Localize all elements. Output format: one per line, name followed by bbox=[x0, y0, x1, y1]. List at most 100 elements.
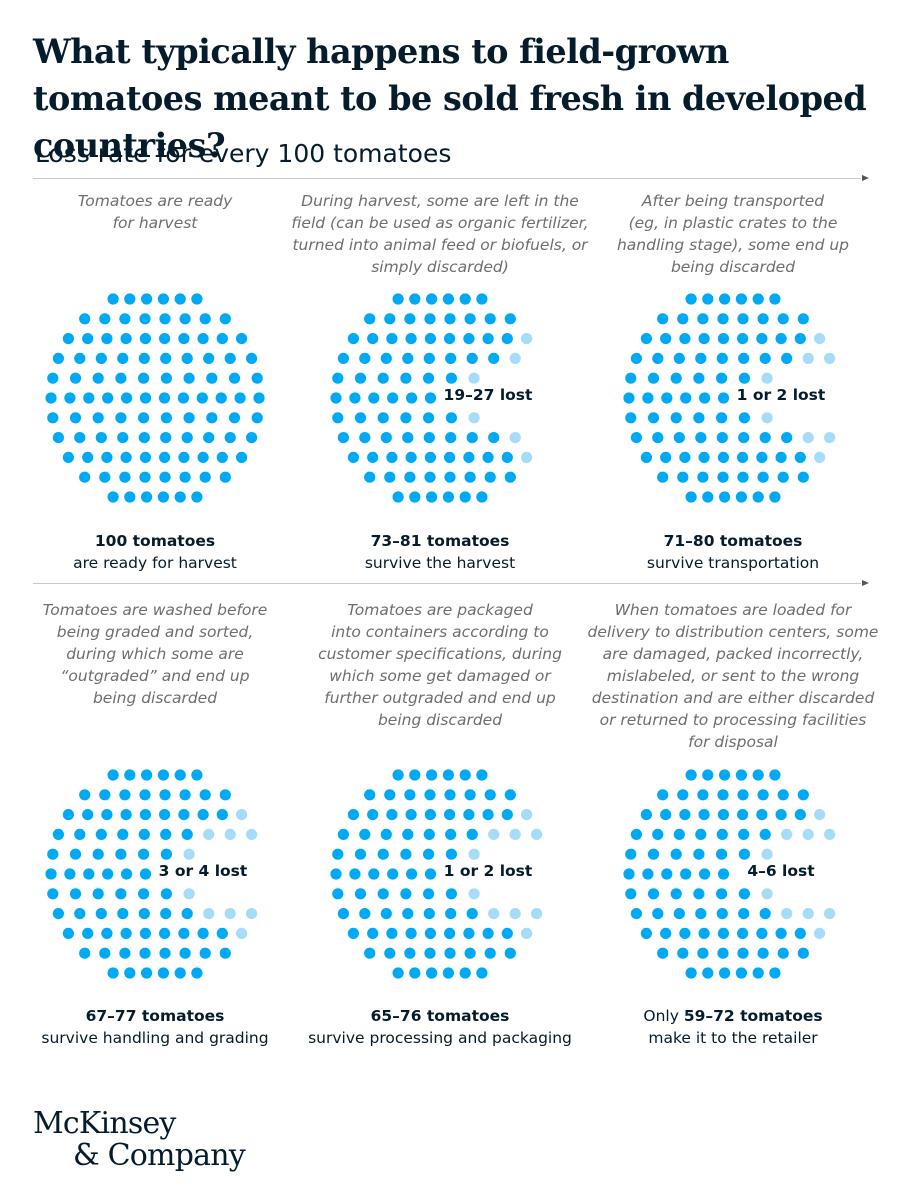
tomato-dot bbox=[738, 848, 750, 860]
tomato-dot bbox=[199, 947, 211, 959]
lost-tomato-dot bbox=[521, 927, 533, 939]
tomato-dot bbox=[178, 333, 190, 345]
tomato-dot bbox=[69, 372, 82, 384]
tomato-dot bbox=[444, 789, 456, 801]
tomato-dot bbox=[757, 471, 769, 483]
tomato-dot bbox=[717, 809, 729, 821]
tomato-dot bbox=[463, 927, 475, 939]
tomato-dot bbox=[737, 333, 749, 345]
tomato-dot bbox=[660, 333, 672, 345]
tomato-dot bbox=[640, 927, 652, 939]
tomato-dot bbox=[139, 333, 151, 345]
tomato-dot bbox=[677, 471, 689, 483]
tomato-dot bbox=[181, 828, 193, 840]
tomato-dot bbox=[657, 471, 669, 483]
tomato-dot bbox=[679, 451, 691, 463]
tomato-dot bbox=[424, 927, 436, 939]
tomato-dot bbox=[466, 432, 478, 444]
tomato-dot bbox=[652, 908, 664, 920]
tomato-dot bbox=[797, 789, 809, 801]
tomato-dot bbox=[647, 412, 660, 424]
tomato-dot bbox=[735, 491, 747, 503]
tomato-dot bbox=[673, 432, 685, 444]
tomato-dot bbox=[216, 333, 228, 345]
stage-result-caption: make it to the retailer bbox=[648, 1029, 818, 1047]
result-count: 100 tomatoes bbox=[94, 532, 216, 550]
tomato-dot bbox=[216, 809, 228, 821]
tomato-dot bbox=[424, 868, 437, 880]
tomato-dot bbox=[756, 451, 768, 463]
tomato-dot bbox=[630, 828, 642, 840]
tomato-dot bbox=[62, 333, 74, 345]
lost-tomato-dot bbox=[802, 908, 814, 920]
lost-count-label: 1 or 2 lost bbox=[444, 862, 533, 880]
tomato-dot bbox=[735, 967, 747, 979]
tomato-dot bbox=[752, 967, 764, 979]
tomato-dot bbox=[466, 352, 478, 364]
tomato-dot bbox=[160, 412, 172, 424]
stage-result-count: 65–76 tomatoes bbox=[290, 1005, 590, 1027]
stage-result-count: 73–81 tomatoes bbox=[290, 530, 590, 552]
tomato-dot bbox=[367, 809, 379, 821]
stage-result-caption: survive processing and packaging bbox=[308, 1029, 572, 1047]
tomato-dot bbox=[716, 412, 728, 424]
tomato-dot bbox=[386, 809, 398, 821]
tomato-dot bbox=[174, 491, 186, 503]
tomato-dot bbox=[738, 828, 750, 840]
tomato-dot bbox=[426, 491, 438, 503]
tomato-dot bbox=[769, 491, 781, 503]
tomato-dot bbox=[679, 927, 691, 939]
tomato-dot bbox=[625, 848, 637, 860]
stage-result-count: 67–77 tomatoes bbox=[5, 1005, 305, 1027]
tomato-dot bbox=[737, 947, 749, 959]
tomato-dot bbox=[392, 293, 404, 305]
tomato-dot bbox=[121, 392, 133, 404]
tomato-dot bbox=[501, 451, 513, 463]
tomato-dot bbox=[402, 352, 414, 364]
tomato-dot bbox=[693, 848, 705, 860]
tomato-dot bbox=[347, 451, 359, 463]
tomato-dot bbox=[347, 927, 359, 939]
tomato-dot bbox=[695, 828, 707, 840]
tomato-dot bbox=[716, 372, 728, 384]
tomato-dot bbox=[717, 947, 729, 959]
tomato-dot bbox=[402, 828, 414, 840]
tomato-dot bbox=[504, 313, 516, 325]
tomato-dot bbox=[121, 868, 133, 880]
lost-tomato-dot bbox=[509, 432, 521, 444]
tomato-dot bbox=[625, 888, 637, 900]
tomato-dot bbox=[380, 432, 392, 444]
tomato-dot bbox=[387, 392, 399, 404]
tomato-dot bbox=[47, 848, 59, 860]
tomato-dot bbox=[139, 927, 151, 939]
tomato-dot bbox=[757, 789, 769, 801]
tomato-dot bbox=[444, 927, 456, 939]
tomato-dot bbox=[738, 372, 750, 384]
tomato-dot bbox=[404, 313, 416, 325]
tomato-dot bbox=[459, 769, 471, 781]
tomato-dot bbox=[107, 769, 119, 781]
tomato-dot bbox=[139, 471, 151, 483]
tomato-dot bbox=[349, 392, 361, 404]
tomato-dot bbox=[697, 789, 709, 801]
tomato-dot bbox=[138, 372, 150, 384]
lost-tomato-dot bbox=[531, 908, 543, 920]
tomato-dot bbox=[702, 491, 714, 503]
tomato-dot bbox=[661, 392, 673, 404]
tomato-dot bbox=[332, 848, 344, 860]
tomato-dot bbox=[463, 451, 475, 463]
tomato-dot bbox=[92, 848, 104, 860]
tomato-dot bbox=[330, 392, 342, 404]
tomato-dot bbox=[466, 908, 478, 920]
result-count: 67–77 tomatoes bbox=[85, 1007, 225, 1025]
tomato-dot bbox=[181, 432, 193, 444]
tomato-dot bbox=[777, 789, 789, 801]
tomato-dot bbox=[102, 868, 114, 880]
tomato-dot bbox=[117, 432, 129, 444]
lost-tomato-dot bbox=[509, 352, 521, 364]
tomato-dot bbox=[117, 828, 129, 840]
tomato-dot bbox=[74, 432, 86, 444]
lost-tomato-dot bbox=[814, 927, 826, 939]
tomato-dot bbox=[92, 412, 104, 424]
stage-2: During harvest, some are left in the fie… bbox=[290, 0, 590, 1200]
